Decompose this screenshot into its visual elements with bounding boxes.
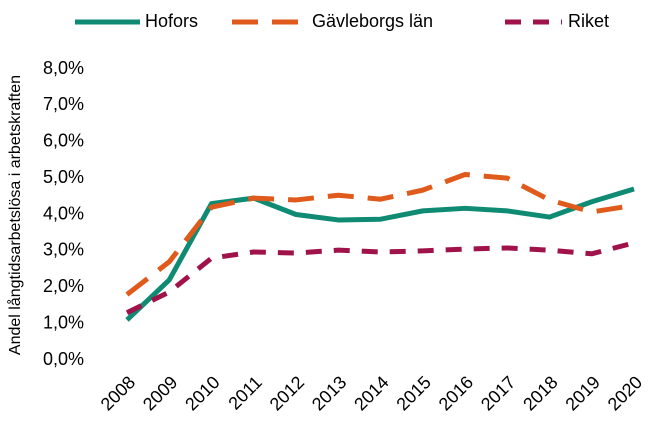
y-tick-label: 2,0% (43, 276, 84, 296)
y-tick-label: 8,0% (43, 58, 84, 78)
y-tick-label: 3,0% (43, 240, 84, 260)
x-tick-label: 2015 (392, 372, 434, 414)
x-tick-label: 2016 (435, 372, 477, 414)
y-tick-label: 1,0% (43, 312, 84, 332)
series-line (125, 171, 635, 297)
y-tick-label: 5,0% (43, 167, 84, 187)
y-tick-label: 4,0% (43, 203, 84, 223)
x-tick-label: 2013 (308, 372, 350, 414)
x-tick-label: 2010 (181, 372, 223, 414)
x-tick-label: 2020 (604, 372, 646, 414)
x-tick-label: 2017 (477, 372, 519, 414)
x-tick-label: 2008 (97, 372, 139, 414)
legend-label: Riket (568, 11, 609, 31)
series-line (125, 240, 635, 315)
x-tick-label: 2011 (224, 372, 266, 414)
legend-label: Gävleborgs län (312, 11, 433, 31)
x-tick-label: 2014 (350, 372, 392, 414)
x-tick-label: 2018 (519, 372, 561, 414)
y-tick-label: 0,0% (43, 349, 84, 369)
y-axis-title: Andel långtidsarbetslösa i arbetskraften (6, 75, 24, 355)
legend-label: Hofors (145, 11, 198, 31)
y-tick-label: 7,0% (43, 94, 84, 114)
y-tick-label: 6,0% (43, 131, 84, 151)
x-tick-label: 2012 (266, 372, 308, 414)
x-tick-label: 2009 (139, 372, 181, 414)
series-line (125, 186, 635, 322)
x-tick-label: 2019 (561, 372, 603, 414)
